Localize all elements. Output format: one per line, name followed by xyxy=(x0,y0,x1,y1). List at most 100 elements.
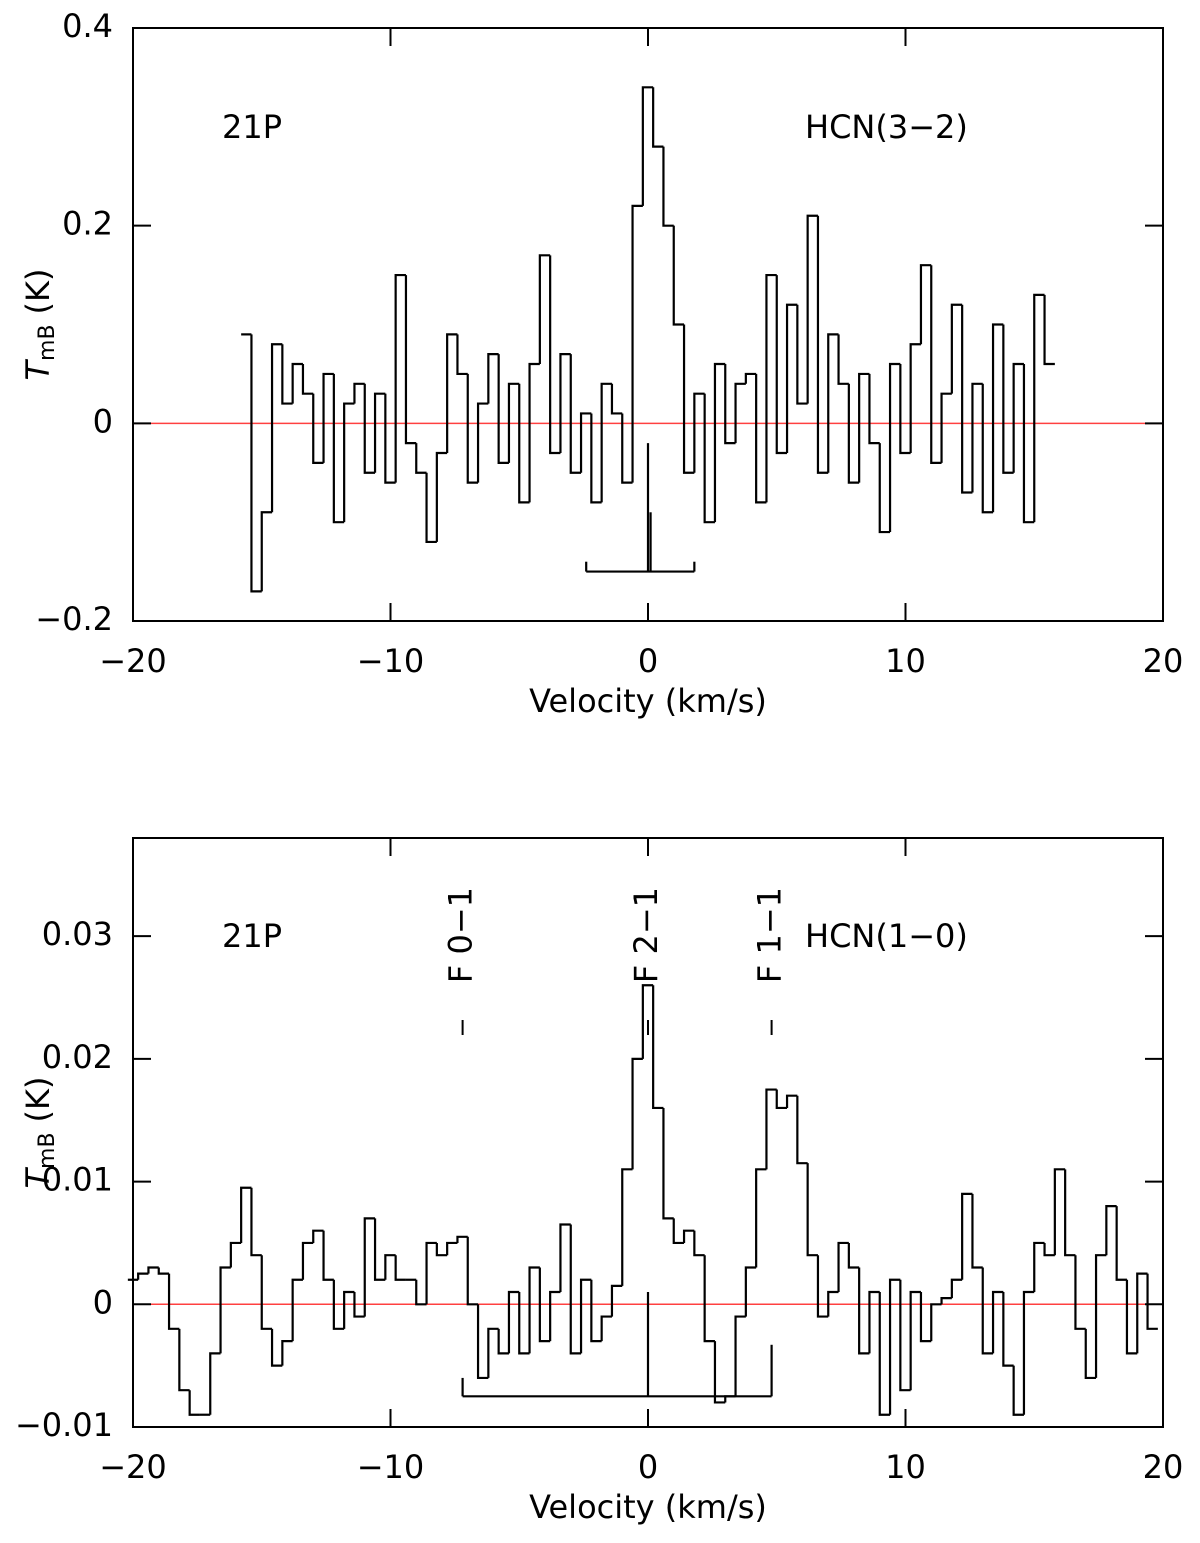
spectrum-channel xyxy=(579,412,592,473)
spectrum-channel xyxy=(579,1278,592,1354)
spectrum-channel xyxy=(456,334,468,376)
spectrum-channel xyxy=(724,364,736,445)
spectrum-channel xyxy=(394,273,406,483)
hyperfine-label: F 2−1 xyxy=(627,887,665,983)
spectrum-channel xyxy=(549,1290,561,1342)
spectrum-channel xyxy=(404,275,417,445)
spectrum-channel xyxy=(868,1290,880,1354)
spectrum-channel xyxy=(847,1242,860,1269)
spectrum-channel xyxy=(466,373,479,484)
spectrum-channel xyxy=(188,1390,200,1416)
spectrum-channel xyxy=(343,402,355,523)
spectrum-channel xyxy=(446,333,458,453)
spectrum-channel xyxy=(713,362,726,523)
x-axis-label: Velocity (km/s) xyxy=(529,682,767,720)
spectrum-channel xyxy=(260,511,273,592)
spectrum-channel xyxy=(240,1186,252,1243)
y-label-sub: mB xyxy=(35,1132,60,1169)
spectrum-channel xyxy=(590,1279,602,1343)
spectrum-channel xyxy=(744,372,757,384)
spectrum-channel xyxy=(384,1254,396,1280)
spectrum-channel xyxy=(343,1290,355,1329)
x-tick-label: 20 xyxy=(1143,642,1184,680)
y-label-main: T xyxy=(19,1167,57,1189)
spectrum-channel xyxy=(497,354,509,464)
spectrum-channel xyxy=(621,413,633,484)
hyperfine-label: F 0−1 xyxy=(442,887,480,983)
spectrum-channel xyxy=(930,265,942,464)
spectrum-channel xyxy=(806,1163,818,1257)
spectrum-channel xyxy=(559,1223,571,1293)
spectrum-channel xyxy=(518,1292,530,1355)
spectrum-channel xyxy=(291,362,303,404)
x-tick-label: −10 xyxy=(357,642,425,680)
spectrum-channel xyxy=(847,383,860,484)
spectrum-channel xyxy=(703,1255,715,1343)
spectrum-channel xyxy=(827,333,839,473)
x-tick-label: 20 xyxy=(1143,1448,1184,1486)
spectrum-channel xyxy=(672,225,685,326)
spectrum-channel xyxy=(384,393,396,484)
spectrum-channel xyxy=(281,344,293,405)
spectrum-channel xyxy=(590,413,602,504)
y-tick-label: 0.02 xyxy=(42,1038,113,1076)
spectrum-channel xyxy=(1043,1242,1055,1257)
spectrum-channel xyxy=(446,1241,458,1256)
y-axis-label: TmB (K) xyxy=(19,1076,60,1188)
spectrum-channel xyxy=(1002,1292,1014,1367)
x-tick-label: −20 xyxy=(99,1448,167,1486)
y-axis-label: TmB (K) xyxy=(19,268,60,380)
spectrum-channel xyxy=(435,1242,448,1257)
spectrum-channel xyxy=(1053,1168,1066,1256)
spectrum-channel xyxy=(662,1107,674,1220)
spectrum-channel xyxy=(991,323,1004,513)
spectrum-channel xyxy=(507,1290,520,1354)
spectrum-channel xyxy=(1022,364,1035,524)
spectrum-channel xyxy=(157,1267,170,1275)
spectrum-channel xyxy=(796,304,808,405)
spectrum-channel xyxy=(425,472,437,544)
spectrum-channel xyxy=(899,364,911,455)
spectrum-channel xyxy=(549,255,561,455)
spectrum-channel xyxy=(888,1278,901,1415)
spectrum-channel xyxy=(775,1089,788,1110)
spectrum-channel xyxy=(919,264,932,345)
spectrum-channel xyxy=(1043,294,1055,366)
spectrum-channel xyxy=(1002,324,1014,474)
spectrum-channel xyxy=(971,382,983,493)
y-label-main: T xyxy=(19,359,57,381)
molecule-label: HCN(3−2) xyxy=(805,108,968,146)
spectrum-channel xyxy=(1084,1328,1097,1380)
spectrum-channel xyxy=(301,1241,314,1280)
spectrum-channel xyxy=(1105,1205,1117,1256)
spectrum-channel xyxy=(373,392,386,473)
spectrum-channel xyxy=(518,383,530,504)
spectrum-channel xyxy=(858,372,870,483)
spectrum-channel xyxy=(652,985,664,1110)
y-label-unit: (K) xyxy=(19,1076,57,1122)
spectrum-channel xyxy=(260,1255,273,1330)
spectrum-channel xyxy=(147,1266,159,1274)
spectrum-channel xyxy=(507,382,520,463)
spectrum-channel xyxy=(775,275,788,455)
spectrum-channel xyxy=(899,1279,911,1392)
spectrum-channel xyxy=(353,382,365,404)
spectrum-channel xyxy=(785,303,798,453)
spectrum-channel xyxy=(858,1267,870,1355)
spectrum-channel xyxy=(270,343,283,513)
spectrum-channel xyxy=(363,1217,376,1317)
spectrum-channel xyxy=(1064,1169,1076,1257)
spectrum-channel xyxy=(816,215,829,474)
spectrum-channel xyxy=(466,1236,479,1306)
spectrum-channel xyxy=(734,382,746,444)
spectrum-channel xyxy=(641,86,654,206)
y-tick-label: −0.01 xyxy=(15,1406,113,1444)
spectrum-channel xyxy=(755,1168,767,1268)
spectrum-channel xyxy=(672,1218,685,1245)
spectrum-channel xyxy=(538,254,551,365)
spectrum-channel xyxy=(713,1341,726,1404)
spectrum-channel xyxy=(270,1328,283,1367)
spectrum-channel xyxy=(1115,1206,1127,1281)
spectrum-channel xyxy=(1146,1273,1158,1330)
spectrum-channel xyxy=(1012,1365,1024,1416)
